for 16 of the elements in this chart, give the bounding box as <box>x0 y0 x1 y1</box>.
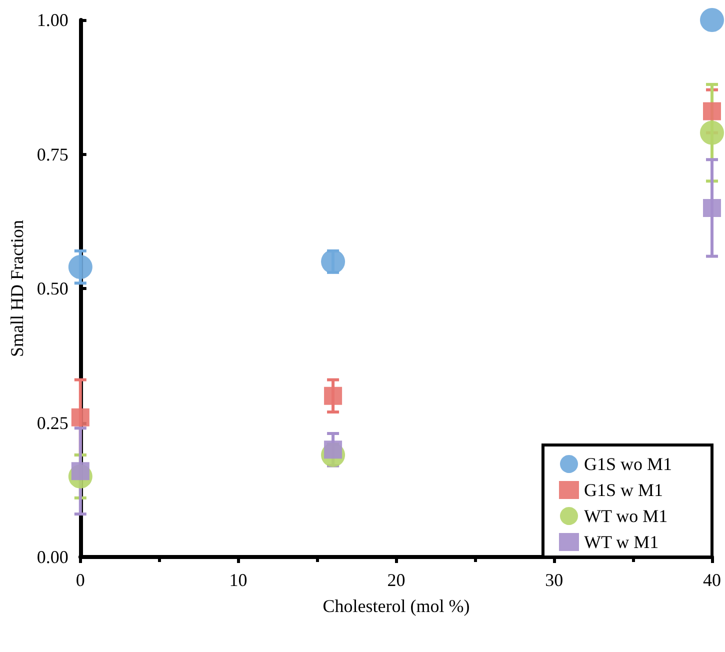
y-tick-label: 0.75 <box>36 144 68 164</box>
y-tick-label: 1.00 <box>36 10 68 30</box>
x-tick-label: 10 <box>229 570 248 590</box>
legend-label: WT wo M1 <box>584 506 668 526</box>
x-tick-label: 0 <box>76 570 85 590</box>
x-tick-label: 40 <box>703 570 721 590</box>
y-axis-title: Small HD Fraction <box>7 220 27 357</box>
y-tick-label: 0.50 <box>36 278 68 298</box>
x-axis-title: Cholesterol (mol %) <box>322 596 470 616</box>
x-tick-label: 30 <box>545 570 564 590</box>
legend-label: WT w M1 <box>584 532 659 552</box>
x-tick-label: 20 <box>387 570 406 590</box>
y-tick-label: 0.00 <box>36 547 68 567</box>
legend-label: G1S wo M1 <box>584 454 672 474</box>
legend-label: G1S w M1 <box>584 480 663 500</box>
y-tick-label: 0.25 <box>36 412 68 433</box>
